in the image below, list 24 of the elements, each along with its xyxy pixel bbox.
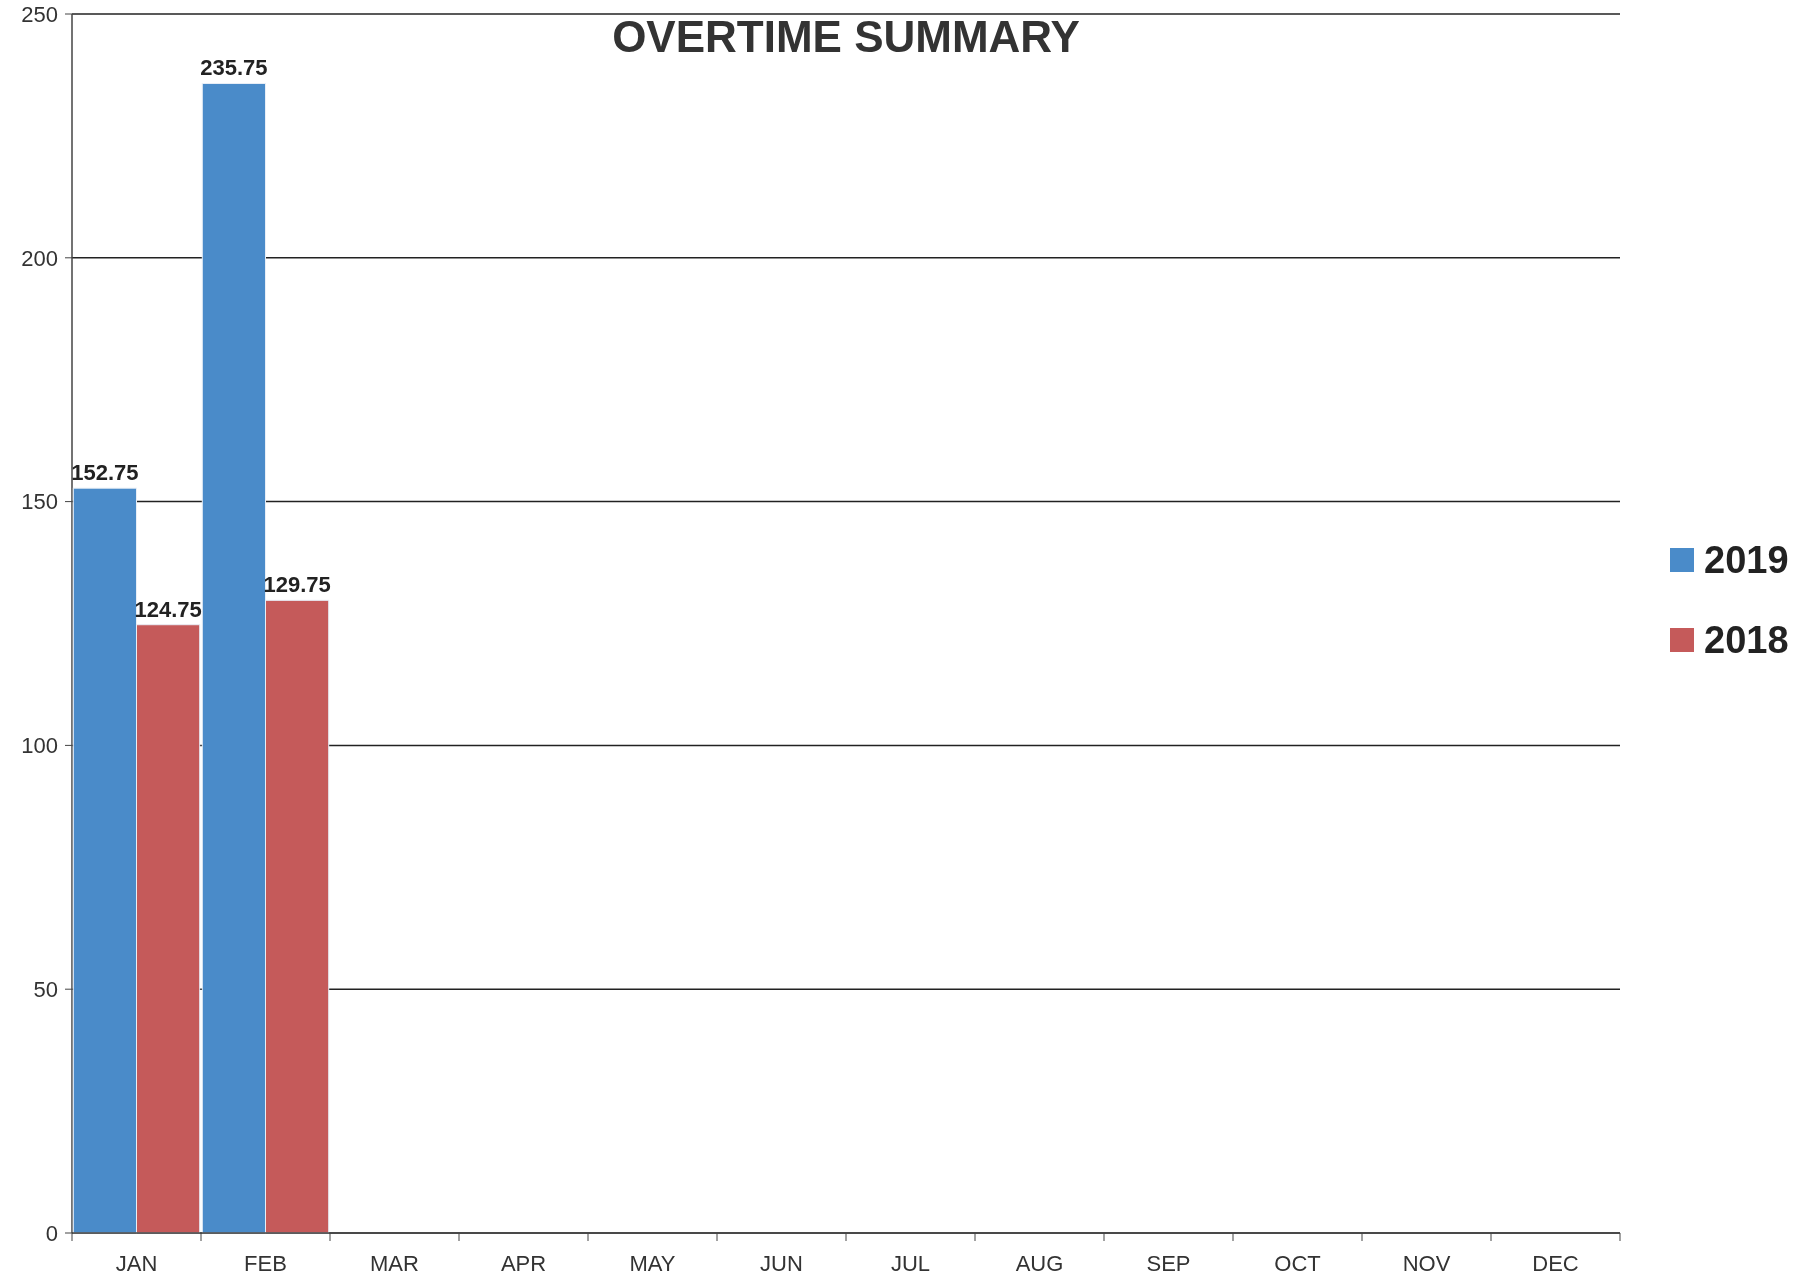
x-tick-label: JUL: [890, 1251, 931, 1276]
legend-label: 2019: [1704, 539, 1789, 582]
data-label: 129.75: [263, 572, 331, 598]
x-tick-label: SEP: [1146, 1251, 1191, 1276]
chart-title: OVERTIME SUMMARY: [612, 12, 1080, 61]
x-tick-label: DEC: [1532, 1251, 1579, 1276]
y-tick-label: 0: [45, 1220, 58, 1246]
y-tick-label: 50: [33, 976, 58, 1002]
x-tick-label: MAY: [629, 1251, 676, 1276]
x-tick-label: NOV: [1402, 1251, 1451, 1276]
data-label: 124.75: [134, 596, 202, 622]
x-tick-label: FEB: [244, 1251, 287, 1276]
y-tick-label: 150: [21, 489, 58, 515]
y-tick-label: 200: [21, 245, 58, 271]
x-tick-label: JAN: [115, 1251, 158, 1276]
x-tick-label: JUN: [760, 1251, 803, 1276]
x-tick-label: MAR: [370, 1251, 419, 1276]
x-tick-label: AUG: [1015, 1251, 1064, 1276]
x-tick-label: APR: [500, 1251, 547, 1276]
y-tick-label: 250: [21, 1, 58, 27]
y-tick-label: 100: [21, 733, 58, 759]
x-tick-label: OCT: [1274, 1251, 1321, 1276]
legend-label: 2018: [1704, 619, 1789, 662]
data-label: 235.75: [200, 55, 268, 81]
